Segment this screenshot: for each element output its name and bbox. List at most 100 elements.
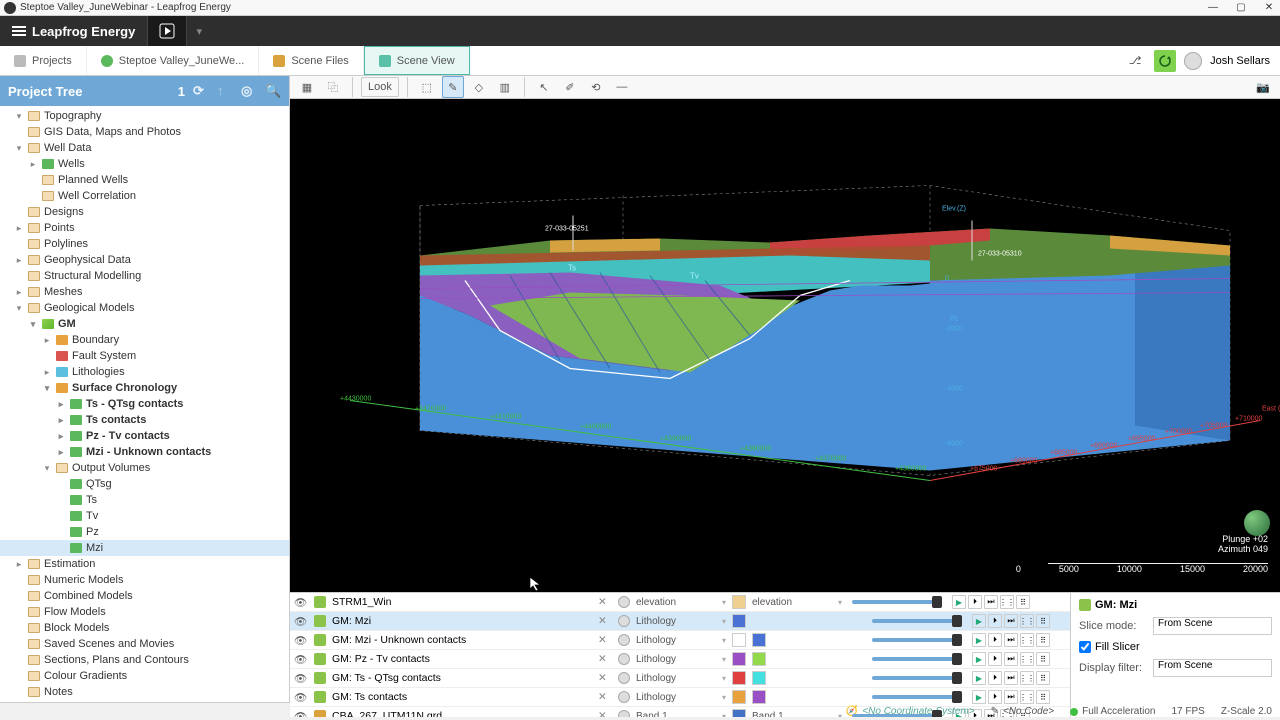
tree-item[interactable]: QTsg: [0, 476, 289, 492]
camera-icon[interactable]: 📷: [1252, 76, 1274, 98]
scene-row[interactable]: 👁 GM: Ts - QTsg contacts ✕ Lithology ▶ ⏵…: [290, 669, 1070, 688]
display-filter-select[interactable]: From Scene: [1153, 659, 1272, 677]
step-icon[interactable]: ⏵: [988, 652, 1002, 666]
tree-item[interactable]: Structural Modelling: [0, 268, 289, 284]
select-icon[interactable]: ⬚: [416, 76, 438, 98]
visibility-icon[interactable]: 👁: [294, 691, 308, 704]
expand-icon[interactable]: ▸: [14, 255, 24, 266]
sphere-icon[interactable]: [618, 615, 630, 627]
tree-item[interactable]: Ts: [0, 492, 289, 508]
attribute-select[interactable]: Lithology: [636, 616, 726, 627]
close-button[interactable]: ✕: [1262, 1, 1276, 15]
scene-row[interactable]: 👁 GM: Ts contacts ✕ Lithology ▶ ⏵ ⏭ ⋮⋮ ⠿: [290, 688, 1070, 707]
rotate-icon[interactable]: ⟲: [585, 76, 607, 98]
tree-item[interactable]: ▸Mzi - Unknown contacts: [0, 444, 289, 460]
skip-icon[interactable]: ⏭: [984, 595, 998, 609]
colormap-select[interactable]: elevation: [752, 597, 842, 608]
visibility-icon[interactable]: 👁: [294, 672, 308, 685]
expand-icon[interactable]: ▾: [14, 111, 24, 122]
settings-icon[interactable]: ⋮⋮: [1020, 633, 1034, 647]
tree-item[interactable]: Polylines: [0, 236, 289, 252]
expand-icon[interactable]: ▸: [42, 335, 52, 346]
more-icon[interactable]: ⠿: [1036, 633, 1050, 647]
look-button[interactable]: Look: [361, 77, 399, 97]
remove-icon[interactable]: ✕: [598, 634, 612, 646]
expand-icon[interactable]: ▾: [42, 383, 52, 394]
visibility-icon[interactable]: 👁: [294, 615, 308, 628]
expand-icon[interactable]: ▸: [56, 431, 66, 442]
tree-item[interactable]: Numeric Models: [0, 572, 289, 588]
tab-projects[interactable]: Projects: [0, 46, 87, 75]
app-logo[interactable]: Leapfrog Energy: [0, 24, 147, 39]
settings-icon[interactable]: ⋮⋮: [1020, 652, 1034, 666]
scene-items[interactable]: 👁 STRM1_Win ✕ elevation elevation ▶ ⏵ ⏭ …: [290, 593, 1070, 717]
skip-icon[interactable]: ⏭: [1004, 652, 1018, 666]
more-icon[interactable]: ⠿: [1016, 595, 1030, 609]
visibility-icon[interactable]: 👁: [294, 634, 308, 647]
color-swatch-2[interactable]: [752, 671, 766, 685]
expand-icon[interactable]: ▸: [14, 559, 24, 570]
play-icon[interactable]: ▶: [972, 614, 986, 628]
branch-icon[interactable]: ⎇: [1124, 50, 1146, 72]
more-icon[interactable]: ⠿: [1036, 690, 1050, 704]
slice-mode-select[interactable]: From Scene: [1153, 617, 1272, 635]
sphere-icon[interactable]: [618, 672, 630, 684]
visibility-icon[interactable]: 👁: [294, 653, 308, 666]
measure-icon[interactable]: —: [611, 76, 633, 98]
tree-item[interactable]: Tv: [0, 508, 289, 524]
tree-item[interactable]: ▸Ts contacts: [0, 412, 289, 428]
expand-icon[interactable]: ▾: [28, 319, 38, 330]
tree-item[interactable]: GIS Data, Maps and Photos: [0, 124, 289, 140]
attribute-select[interactable]: Lithology: [636, 673, 726, 684]
tree-item[interactable]: ▾Topography: [0, 108, 289, 124]
tree-item[interactable]: Well Correlation: [0, 188, 289, 204]
visibility-icon[interactable]: 👁: [294, 710, 308, 718]
step-icon[interactable]: ⏵: [988, 633, 1002, 647]
color-swatch[interactable]: [732, 652, 746, 666]
remove-icon[interactable]: ✕: [598, 653, 612, 665]
expand-icon[interactable]: ▸: [56, 447, 66, 458]
slice-icon[interactable]: ✎: [442, 76, 464, 98]
color-swatch[interactable]: [732, 595, 746, 609]
compass-icon[interactable]: [1244, 510, 1270, 536]
scene-row[interactable]: 👁 GM: Mzi - Unknown contacts ✕ Lithology…: [290, 631, 1070, 650]
tree-item[interactable]: ▸Boundary: [0, 332, 289, 348]
play-icon[interactable]: ▶: [972, 690, 986, 704]
expand-icon[interactable]: ▸: [14, 223, 24, 234]
plane-icon[interactable]: ▥: [494, 76, 516, 98]
attribute-select[interactable]: Lithology: [636, 654, 726, 665]
settings-icon[interactable]: ⋮⋮: [1020, 614, 1034, 628]
step-icon[interactable]: ⏵: [988, 614, 1002, 628]
pointer-icon[interactable]: ↖: [533, 76, 555, 98]
tree-item[interactable]: Sections, Plans and Contours: [0, 652, 289, 668]
skip-icon[interactable]: ⏭: [1004, 633, 1018, 647]
tree-item[interactable]: ▸Wells: [0, 156, 289, 172]
color-swatch[interactable]: [732, 709, 746, 717]
tree-item[interactable]: ▸Ts - QTsg contacts: [0, 396, 289, 412]
sphere-icon[interactable]: [618, 691, 630, 703]
user-avatar-icon[interactable]: [1184, 52, 1202, 70]
more-icon[interactable]: ⠿: [1036, 652, 1050, 666]
color-swatch[interactable]: [732, 633, 746, 647]
settings-icon[interactable]: ⋮⋮: [1000, 595, 1014, 609]
tree-item[interactable]: ▸Estimation: [0, 556, 289, 572]
skip-icon[interactable]: ⏭: [1004, 614, 1018, 628]
menu-icon[interactable]: [12, 26, 26, 36]
code-status[interactable]: ✎<No Code>: [991, 706, 1055, 717]
maximize-button[interactable]: ▢: [1234, 1, 1248, 15]
skip-icon[interactable]: ⏭: [1004, 690, 1018, 704]
tree-item[interactable]: ▾Surface Chronology: [0, 380, 289, 396]
tree-item[interactable]: Fault System: [0, 348, 289, 364]
opacity-slider[interactable]: [872, 695, 962, 699]
opacity-slider[interactable]: [872, 676, 962, 680]
sphere-icon[interactable]: [618, 596, 630, 608]
zscale-status[interactable]: Z-Scale 2.0: [1221, 706, 1272, 717]
more-icon[interactable]: ⠿: [1036, 671, 1050, 685]
scene-row[interactable]: 👁 GM: Pz - Tv contacts ✕ Lithology ▶ ⏵ ⏭…: [290, 650, 1070, 669]
tree-item[interactable]: ▾Well Data: [0, 140, 289, 156]
expand-icon[interactable]: ▸: [28, 159, 38, 170]
opacity-slider[interactable]: [872, 619, 962, 623]
edit-icon[interactable]: ✐: [559, 76, 581, 98]
copy-icon[interactable]: ⿻: [322, 76, 344, 98]
minimize-button[interactable]: —: [1206, 1, 1220, 15]
